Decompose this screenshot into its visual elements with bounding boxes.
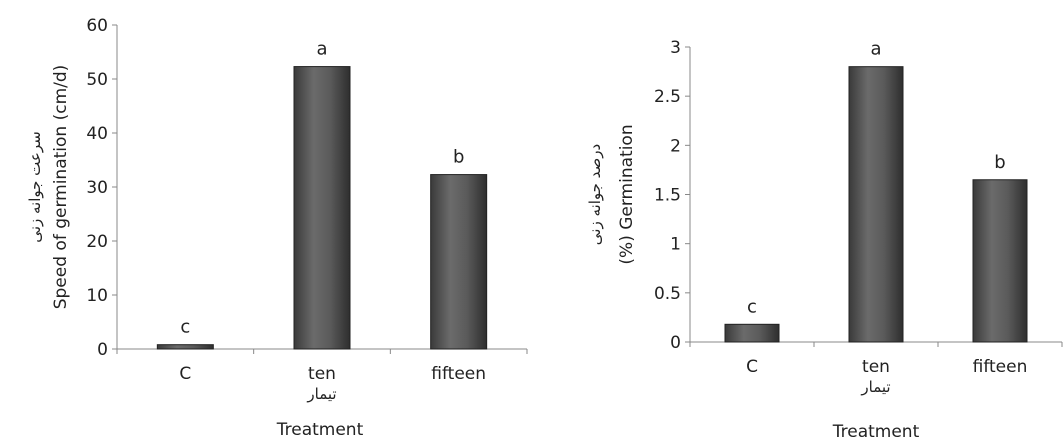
bar-ten: [848, 66, 904, 343]
bar-fifteen: [972, 179, 1028, 343]
x-tick-label: C: [746, 357, 758, 377]
speed-of-germination-svg: 0 10 20 30 40 50 60 c Ca ten b fifteen تیمار Treatmen…: [26, 16, 528, 440]
y-tick-label: 10: [86, 286, 108, 306]
x-axis-label-persian: تیمار: [860, 378, 890, 396]
x-tick-label: ten: [308, 364, 336, 384]
bar-letter-label: c: [747, 296, 757, 317]
y-tick-label: 50: [86, 70, 108, 90]
bar-letter-label: b: [453, 147, 464, 168]
y-tick-label: 0: [670, 333, 681, 353]
germination-percent-svg: 0 0.5 1 1.5 2 2.5 3 c Ca ten b fifteen تیمار Treatmen…: [586, 38, 1063, 441]
x-axis-label: Treatment: [276, 420, 364, 440]
x-tick-label: fifteen: [973, 357, 1028, 377]
bar-C: [156, 344, 214, 350]
y-tick-label: 0: [97, 340, 108, 360]
y-tick-label: 0.5: [654, 284, 681, 304]
bar-ten: [293, 66, 351, 350]
y-tick-label: 2: [670, 136, 681, 156]
x-axis-label-persian: تیمار: [306, 385, 336, 403]
y-tick-label: 3: [670, 38, 681, 58]
bar-letter-label: b: [994, 152, 1005, 173]
bar-letter-label: c: [180, 317, 190, 338]
y-axis-label-persian: درصد جوانه زنی: [586, 144, 604, 245]
x-tick-label: fifteen: [431, 364, 486, 384]
y-tick-label: 20: [86, 232, 108, 252]
y-axis-label: Speed of germination (cm/d): [51, 65, 71, 310]
y-tick-label: 2.5: [654, 87, 681, 107]
y-tick-label: 40: [86, 124, 108, 144]
y-tick-label: 30: [86, 178, 108, 198]
bar-C: [724, 323, 780, 343]
bar-letter-label: a: [316, 39, 327, 60]
x-tick-label: C: [179, 364, 191, 384]
bar-fifteen: [430, 174, 488, 350]
x-tick-label: ten: [862, 357, 890, 377]
y-tick-label: 60: [86, 16, 108, 36]
y-tick-label: 1: [670, 235, 681, 255]
y-axis-label-persian: سرعت جوانه زنی: [26, 131, 44, 242]
x-axis-label: Treatment: [832, 422, 920, 441]
y-axis-label: (%) Germination: [617, 124, 637, 264]
y-tick-label: 1.5: [654, 186, 681, 206]
bar-letter-label: a: [870, 39, 881, 60]
